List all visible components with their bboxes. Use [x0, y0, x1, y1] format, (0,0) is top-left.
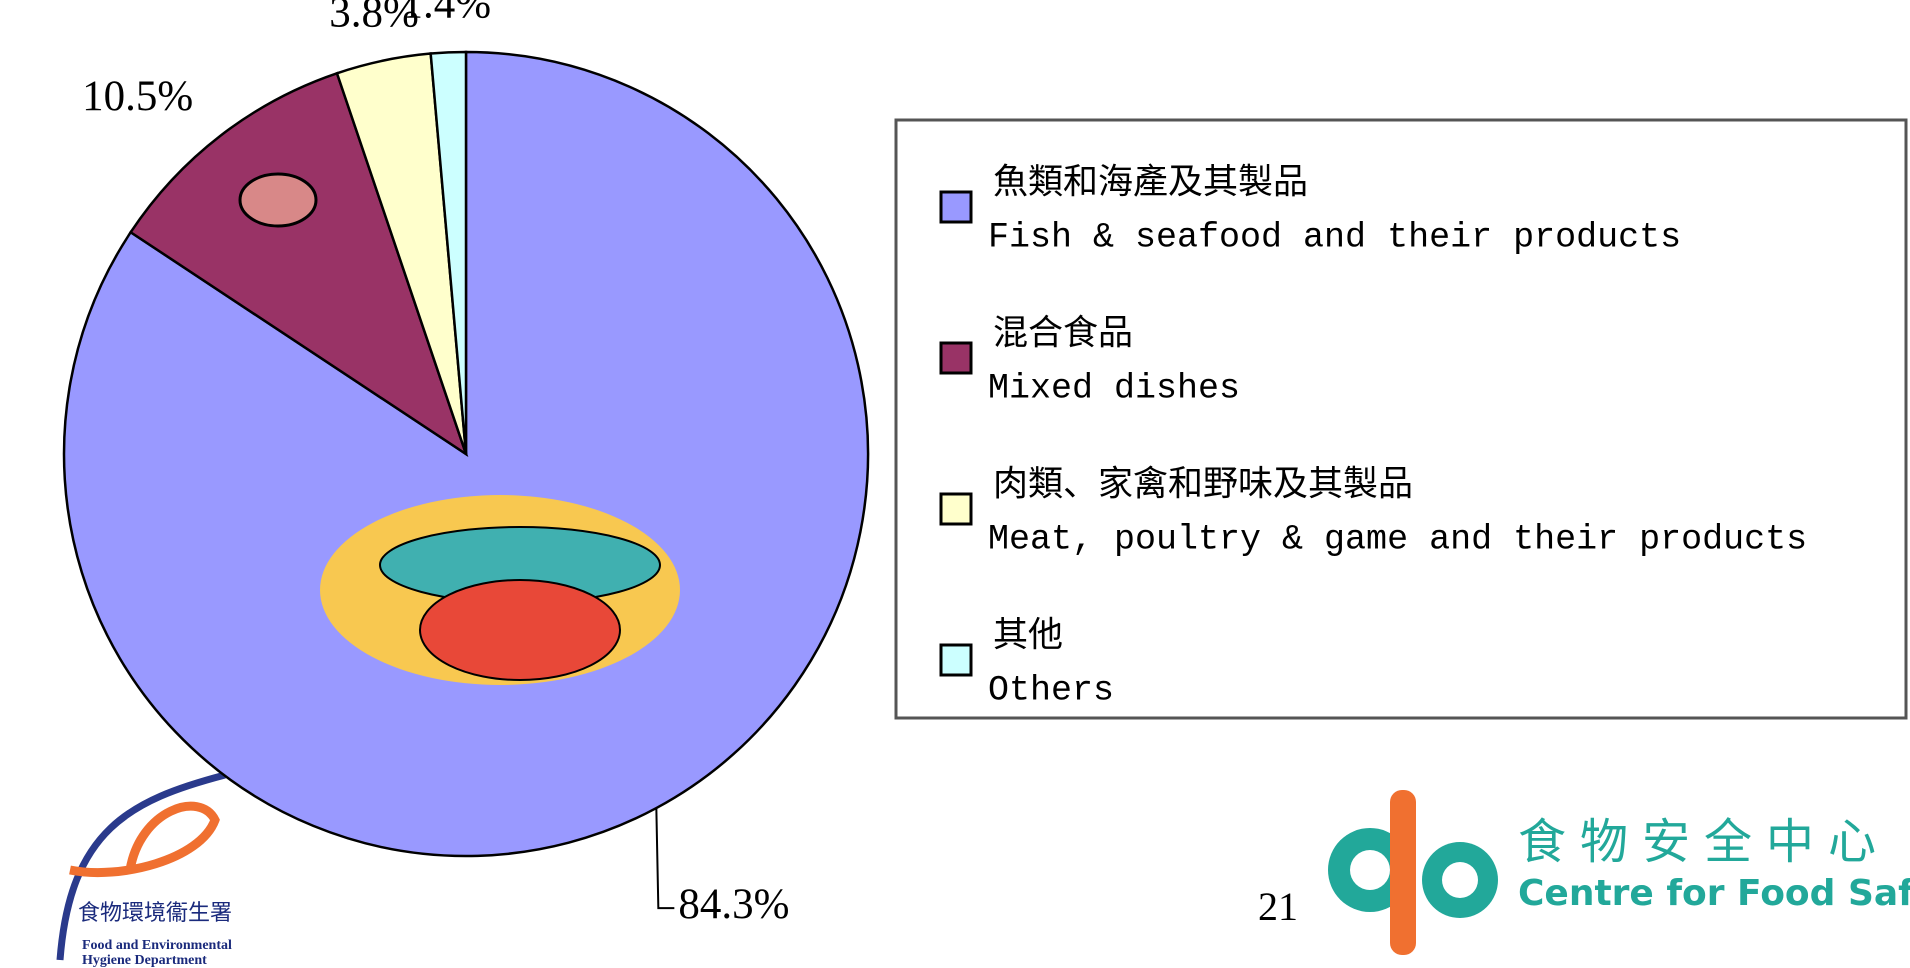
data-label: 10.5% [82, 73, 193, 120]
logo-right-en: Centre for Food Safety [1518, 873, 1910, 914]
legend-label: Fish & seafood and their products [988, 217, 1681, 257]
legend-label-zh: 魚類和海產及其製品 [993, 162, 1308, 204]
clip-art [240, 174, 316, 226]
legend-label-zh: 混合食品 [993, 313, 1133, 355]
page-number: 21 [1258, 884, 1298, 929]
legend-label: Meat, poultry & game and their products [988, 519, 1807, 559]
logo-right-zh: 食物安全中心 [1518, 814, 1890, 870]
clip-art [420, 580, 620, 680]
logo-left: 食物環境衞生署 Food and Environmental Hygiene D… [60, 775, 232, 968]
legend-label-zh: 肉類、家禽和野味及其製品 [993, 464, 1413, 506]
legend-label: Mixed dishes [988, 368, 1240, 408]
legend-swatch [941, 343, 971, 373]
legend-swatch [941, 645, 971, 675]
logo-left-en: Hygiene Department [82, 953, 207, 968]
logo-left-en: Food and Environmental [82, 938, 232, 953]
slide: 食物環境衞生署 Food and Environmental Hygiene D… [0, 0, 1910, 968]
logo-left-zh: 食物環境衞生署 [78, 900, 232, 925]
legend-label-zh: 其他 [993, 616, 1063, 657]
legend-swatch [941, 494, 971, 524]
legend-swatch [941, 192, 971, 222]
leader-line [656, 808, 674, 908]
data-label: 1.4% [402, 0, 492, 27]
legend-label: Others [988, 670, 1114, 710]
data-label: 84.3% [678, 881, 789, 928]
logo-right: 食物安全中心 Centre for Food Safety [1328, 790, 1910, 955]
